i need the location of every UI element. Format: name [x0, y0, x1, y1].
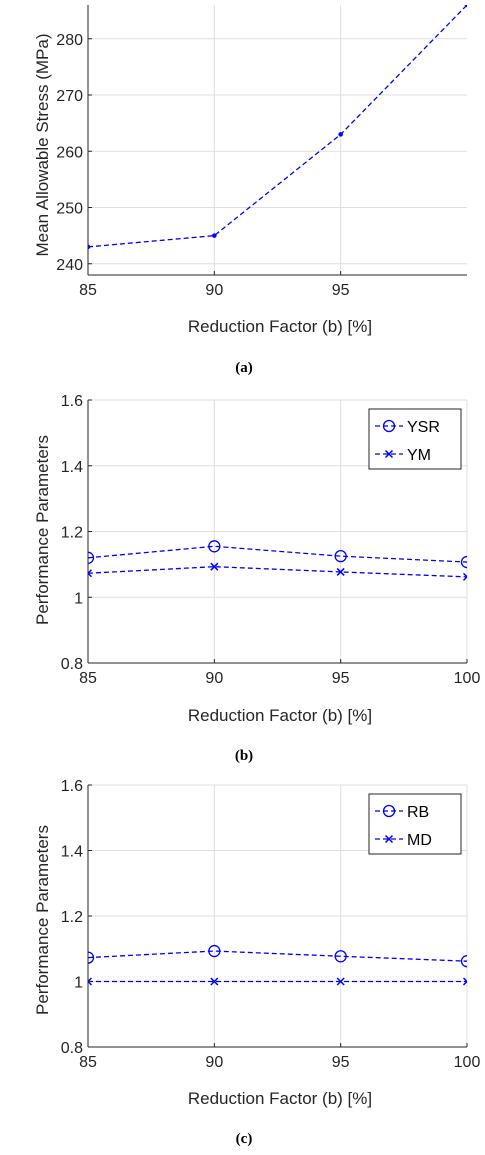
- panel-caption: (c): [236, 1131, 253, 1147]
- y-tick-label: 1: [74, 590, 83, 607]
- data-point: [336, 567, 345, 576]
- series-line-rb: [88, 950, 467, 962]
- y-tick-label: 240: [56, 257, 83, 274]
- data-point: [462, 977, 467, 986]
- y-axis-label: Mean Allowable Stress (MPa): [33, 34, 52, 257]
- x-tick-label: 85: [79, 282, 97, 299]
- x-tick-label: 90: [205, 1054, 223, 1071]
- x-tick-label: 100: [454, 1054, 481, 1071]
- y-tick-label: 280: [56, 32, 83, 49]
- series-line-ym: [88, 566, 467, 578]
- y-axis-label: Performance Parameters: [33, 825, 52, 1015]
- x-tick-label: 90: [205, 670, 223, 687]
- x-axis-label: Reduction Factor (b) [%]: [188, 317, 372, 336]
- data-point: [88, 977, 93, 986]
- legend-item: RB: [375, 804, 429, 821]
- legend-box: [368, 793, 462, 855]
- legend-marker: [384, 449, 394, 459]
- x-tick-label: 85: [79, 1054, 97, 1071]
- series-group: [88, 5, 467, 250]
- legend: YSR YM: [368, 408, 462, 470]
- data-point: [336, 977, 345, 986]
- x-tick-label: 95: [332, 282, 350, 299]
- x-axis-label: Reduction Factor (b) [%]: [188, 706, 372, 725]
- data-point: [88, 244, 91, 250]
- plot-area: [88, 5, 467, 275]
- x-tick-label: 95: [332, 670, 350, 687]
- y-tick-label: 1.6: [61, 393, 83, 410]
- y-axis-label: Performance Parameters: [33, 435, 52, 625]
- data-point: [334, 950, 347, 963]
- y-tick-label: 0.8: [61, 656, 83, 673]
- legend-marker: [382, 804, 396, 818]
- legend-label: YSR: [407, 419, 440, 436]
- y-tick-label: 1.6: [61, 778, 83, 795]
- x-tick-label: 90: [205, 282, 223, 299]
- data-point: [208, 944, 221, 958]
- data-point: [88, 569, 93, 578]
- legend: RB MD: [368, 793, 462, 855]
- chart-panel-a: Mean Allowable Stress (MPa) Reduction Fa…: [33, 5, 467, 376]
- chart-panel-b: Performance Parameters Reduction Factor …: [33, 393, 480, 764]
- data-point: [88, 551, 95, 564]
- data-point: [210, 977, 219, 986]
- x-tick-label: 85: [79, 670, 97, 687]
- legend-box: [368, 408, 462, 470]
- y-tick-label: 250: [56, 201, 83, 218]
- y-tick-label: 1.4: [61, 844, 83, 861]
- legend-item: YSR: [375, 419, 440, 436]
- series-group: [88, 944, 467, 986]
- panel-caption: (a): [235, 360, 253, 376]
- data-point: [210, 562, 219, 571]
- x-tick-label: 95: [332, 1054, 350, 1071]
- data-point: [88, 951, 95, 964]
- y-tick-label: 1.2: [61, 525, 83, 542]
- data-point: [460, 555, 467, 569]
- data-point: [462, 572, 467, 581]
- series-line-ysr: [88, 545, 467, 563]
- chart-panel-c: Performance Parameters Reduction Factor …: [33, 778, 480, 1147]
- series-group: [88, 540, 467, 581]
- legend-marker: [384, 834, 394, 844]
- x-axis-label: Reduction Factor (b) [%]: [188, 1089, 372, 1108]
- data-point: [338, 132, 343, 137]
- legend-label: MD: [407, 832, 432, 849]
- legend-label: RB: [407, 804, 429, 821]
- data-point: [212, 233, 217, 238]
- legend-item: MD: [375, 832, 432, 849]
- y-tick-label: 1: [74, 975, 83, 992]
- y-tick-label: 270: [56, 88, 83, 105]
- x-tick-label: 100: [454, 670, 481, 687]
- y-tick-label: 260: [56, 144, 83, 161]
- data-point: [464, 5, 467, 8]
- data-point: [208, 540, 221, 553]
- panel-caption: (b): [235, 748, 253, 764]
- legend-marker: [382, 419, 396, 433]
- data-point: [334, 550, 347, 563]
- y-tick-label: 1.4: [61, 459, 83, 476]
- y-tick-label: 1.2: [61, 909, 83, 926]
- data-point: [460, 955, 467, 968]
- legend-label: YM: [407, 447, 431, 464]
- series-line-0: [88, 5, 467, 248]
- grid: [87, 5, 467, 275]
- legend-item: YM: [375, 447, 431, 464]
- y-tick-label: 0.8: [61, 1040, 83, 1057]
